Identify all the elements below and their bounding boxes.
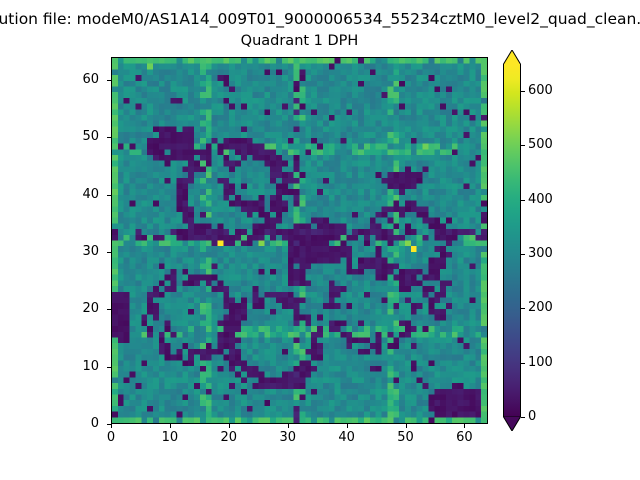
colorbar-tick-label: 200 xyxy=(528,300,553,316)
y-tick-mark xyxy=(107,194,111,196)
x-tick-label: 50 xyxy=(397,430,414,445)
x-tick-label: 10 xyxy=(161,430,179,445)
colorbar-tick-mark xyxy=(521,254,525,256)
y-tick-mark xyxy=(107,366,111,368)
colorbar-tick-mark xyxy=(521,362,525,364)
heatmap-axes xyxy=(111,57,488,424)
y-tick-mark xyxy=(107,424,111,425)
x-tick-mark xyxy=(464,424,466,428)
y-tick-label: 40 xyxy=(82,186,99,202)
colorbar-tick-mark xyxy=(521,199,525,201)
axes-title: Quadrant 1 DPH xyxy=(240,33,359,49)
colorbar-gradient xyxy=(504,64,520,417)
colorbar-gradient-body xyxy=(503,64,521,417)
x-tick-label: 40 xyxy=(338,430,355,445)
x-tick-mark xyxy=(287,424,289,428)
colorbar-tick-label: 500 xyxy=(528,137,553,153)
x-tick-mark xyxy=(405,424,407,428)
colorbar-tick-mark xyxy=(521,91,525,93)
colorbar-tick-label: 0 xyxy=(528,409,537,424)
figure-suptitle: Solution file: modeM0/AS1A14_009T01_9000… xyxy=(0,9,640,31)
detector-heatmap-image xyxy=(112,58,487,423)
y-tick-label: 50 xyxy=(82,129,99,145)
x-tick-mark xyxy=(346,424,348,428)
figure-suptitle-text: Solution file: modeM0/AS1A14_009T01_9000… xyxy=(0,10,640,28)
x-tick-mark xyxy=(111,424,112,428)
colorbar-tick-label: 400 xyxy=(528,191,553,207)
y-tick-label: 10 xyxy=(82,358,99,374)
y-tick-mark xyxy=(107,309,111,311)
colorbar-tick-mark xyxy=(521,417,525,418)
colorbar-extend-arrow-bottom-icon xyxy=(503,416,521,431)
x-tick-label: 60 xyxy=(456,430,473,445)
colorbar-tick-label: 300 xyxy=(528,246,553,262)
x-tick-mark xyxy=(169,424,171,428)
colorbar: 0 100 200 300 400 500 600 xyxy=(503,50,553,431)
x-tick-label: 0 xyxy=(106,430,116,445)
y-tick-mark xyxy=(107,137,111,139)
colorbar-extend-arrow-top-icon xyxy=(503,50,521,65)
x-tick-label: 30 xyxy=(279,430,296,445)
y-tick-mark xyxy=(107,251,111,253)
x-tick-label: 20 xyxy=(220,430,238,445)
colorbar-tick-mark xyxy=(521,308,525,310)
colorbar-tick-label: 100 xyxy=(528,354,553,370)
y-tick-label: 30 xyxy=(82,243,99,259)
colorbar-tick-label: 600 xyxy=(528,83,553,99)
y-tick-label: 60 xyxy=(82,71,99,87)
y-tick-label: 0 xyxy=(90,416,99,431)
colorbar-tick-mark xyxy=(521,145,525,147)
x-tick-mark xyxy=(228,424,230,428)
y-tick-mark xyxy=(107,79,111,81)
y-tick-label: 20 xyxy=(82,301,99,317)
